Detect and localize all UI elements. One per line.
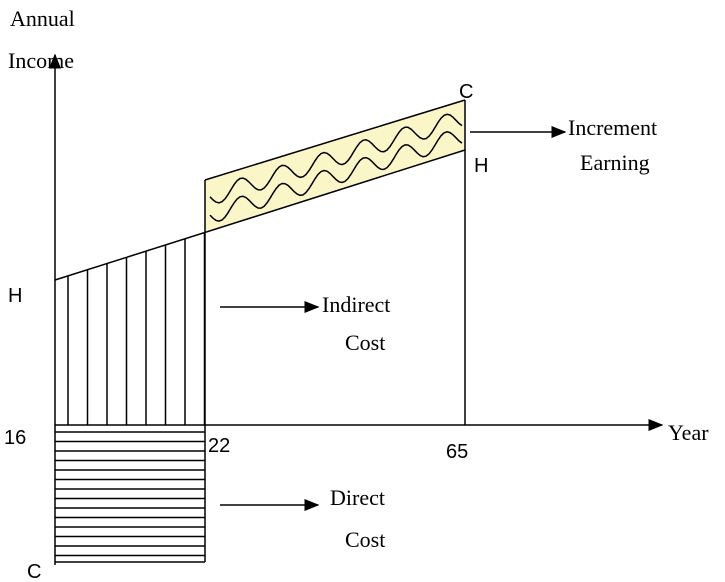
tick-label: 22 [208, 435, 230, 457]
annotation: Cost [345, 527, 385, 552]
annotation: Indirect [322, 292, 390, 317]
annotation: Cost [345, 330, 385, 355]
point-label: C [459, 81, 473, 103]
tick-label: 16 [4, 427, 26, 449]
diagram: Annual Income Year 16 22 65 H H C C Incr… [0, 0, 725, 582]
x-axis-label: Year [668, 420, 709, 445]
point-label: H [8, 285, 22, 307]
increment-area [205, 100, 465, 232]
annotation: Earning [580, 150, 650, 175]
point-label: H [474, 155, 488, 177]
direct-hatch [55, 432, 205, 556]
annotation: Direct [330, 485, 385, 510]
point-label: C [27, 561, 41, 582]
y-axis-label: Income [8, 48, 74, 73]
indirect-hatch [68, 233, 205, 425]
annotation: Increment [568, 115, 657, 140]
y-axis-label: Annual [10, 6, 75, 31]
tick-label: 65 [446, 441, 468, 463]
